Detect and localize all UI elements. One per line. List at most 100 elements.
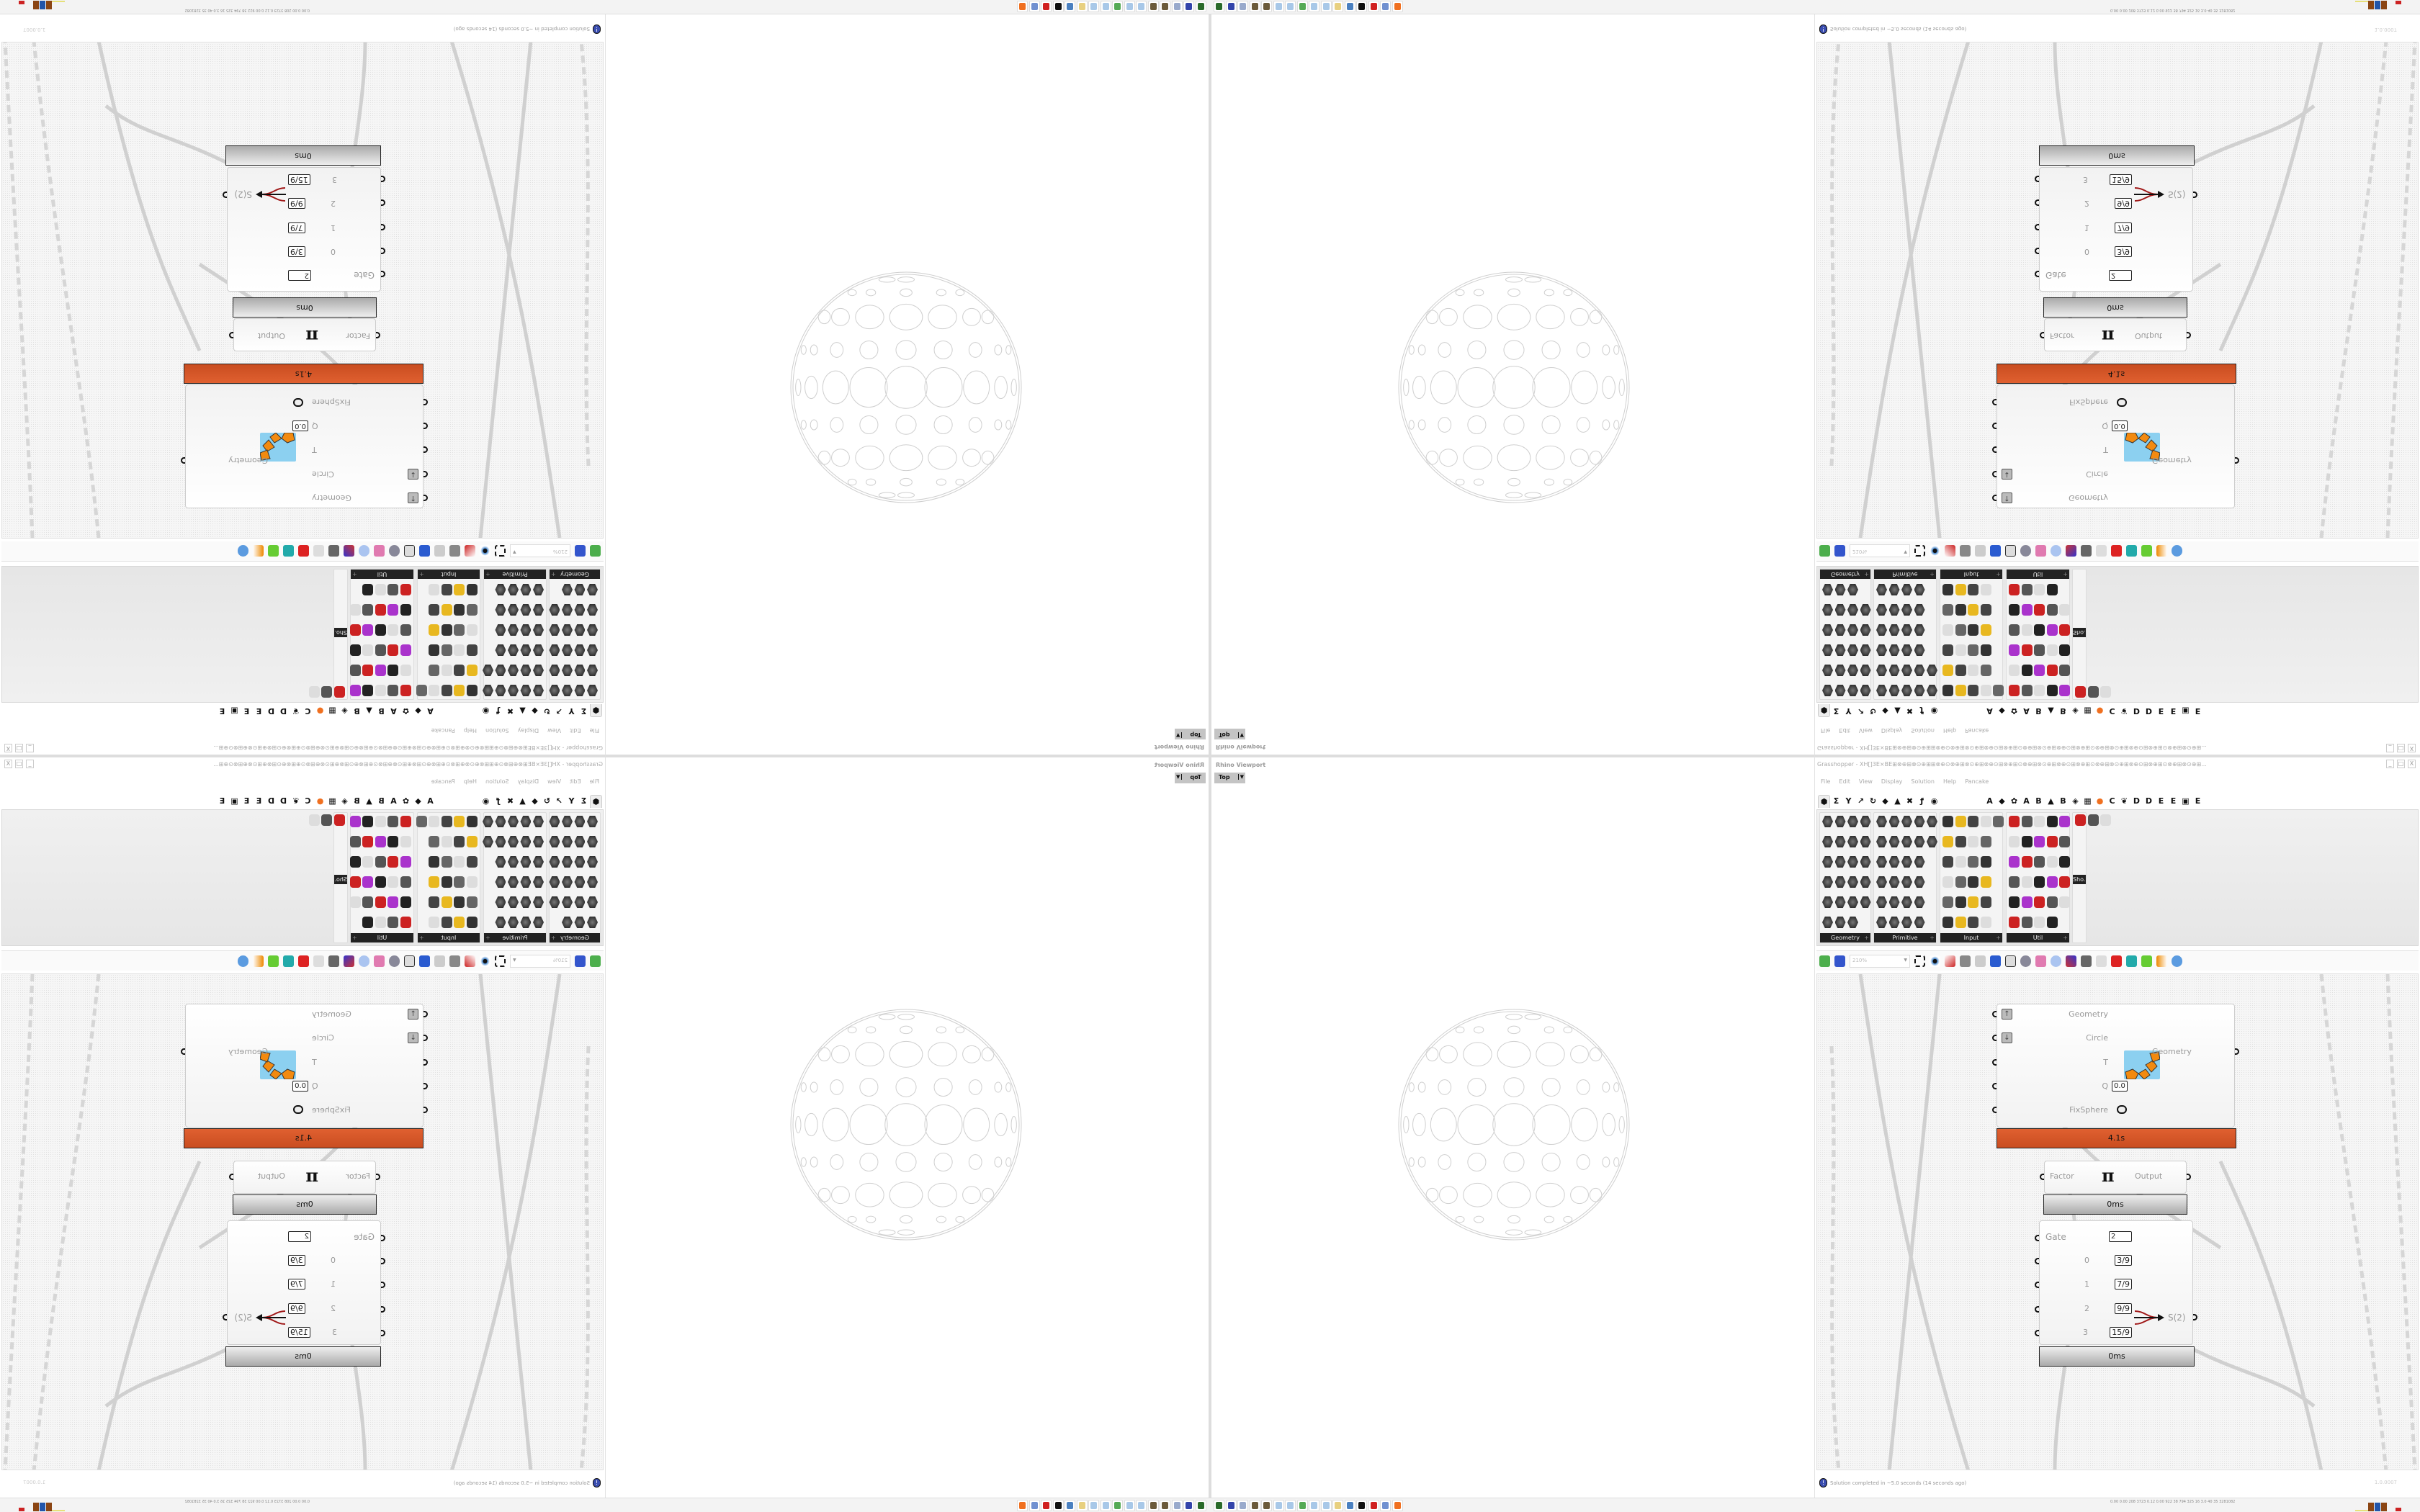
component-icon[interactable] (587, 644, 598, 656)
component-icon[interactable] (1822, 917, 1833, 928)
component-icon[interactable] (467, 896, 478, 908)
component-icon[interactable] (1980, 665, 1991, 676)
tab-icon-8[interactable]: ƒ (496, 796, 500, 806)
shaded-icon[interactable] (298, 545, 309, 557)
taskbar-gear-icon[interactable] (1148, 1, 1159, 12)
tab-13[interactable]: D (2145, 796, 2153, 806)
at-icon[interactable] (1975, 955, 1986, 967)
taskbar-gear-icon[interactable] (1160, 1, 1171, 12)
expand-icon[interactable]: + (2063, 935, 2068, 941)
sketch-icon[interactable] (1945, 545, 1955, 557)
tab-7[interactable]: ◈ (341, 796, 348, 806)
component-icon[interactable] (387, 644, 399, 656)
tab-3[interactable]: A (390, 796, 397, 806)
panel-group-label[interactable]: Geometry + (1820, 570, 1870, 579)
component-icon[interactable] (1955, 665, 1966, 676)
component-icon[interactable] (521, 816, 532, 827)
component-icon[interactable] (1876, 604, 1887, 616)
tab-icon-1[interactable]: Σ (1833, 706, 1839, 716)
component-icon[interactable] (508, 917, 519, 928)
component-icon[interactable] (467, 836, 478, 847)
tab-0[interactable]: A (1986, 706, 1993, 716)
component-icon[interactable] (1901, 856, 1912, 868)
new-file-icon[interactable] (590, 545, 601, 557)
component-icon[interactable] (375, 896, 386, 908)
component-icon[interactable] (334, 686, 345, 698)
component-icon[interactable] (2046, 665, 2058, 676)
component-icon[interactable] (2046, 836, 2058, 847)
zoom-field[interactable]: 210% ▼ (510, 954, 570, 968)
component-icon[interactable] (375, 856, 386, 868)
green-preview-icon[interactable] (2141, 545, 2152, 557)
panel-group-label[interactable]: Primitive + (1874, 933, 1936, 942)
expand-icon[interactable]: + (1864, 571, 1869, 577)
menu-help[interactable]: Help (463, 778, 478, 785)
component-icon[interactable] (400, 584, 411, 595)
component-icon[interactable] (1968, 644, 1978, 656)
component-icon[interactable] (562, 665, 573, 676)
tab-icon-5[interactable]: ◆ (1882, 706, 1888, 716)
component-icon[interactable] (587, 685, 598, 696)
panel-group-label[interactable]: Input + (1940, 570, 2002, 579)
component-icon[interactable] (1980, 644, 1991, 656)
tab-icon-4[interactable]: ↻ (1869, 796, 1877, 806)
tab-icon-2[interactable]: Y (1845, 796, 1852, 806)
panel-group-label[interactable]: Sho... (2073, 628, 2089, 637)
component-icon[interactable] (1955, 624, 1966, 636)
component-icon[interactable] (1980, 816, 1991, 827)
component-icon[interactable] (2034, 685, 2045, 696)
component-icon[interactable] (2046, 876, 2058, 888)
menu-display[interactable]: Display (517, 778, 539, 785)
minimize-button[interactable]: _ (2386, 760, 2394, 768)
tab-2[interactable]: ✿ (2010, 706, 2018, 716)
panel-group-label[interactable]: Sho... (2073, 875, 2089, 884)
sketch-icon[interactable] (465, 545, 475, 557)
rhino-viewport[interactable]: Rhino Viewport Top ▼ (605, 756, 1210, 1498)
tab-8[interactable]: ▦ (328, 796, 336, 806)
tab-10[interactable]: C (305, 706, 311, 716)
lightbulb-icon[interactable] (359, 545, 369, 557)
component-icon[interactable] (1822, 604, 1833, 616)
component-icon[interactable] (429, 917, 440, 928)
component-icon[interactable] (533, 665, 544, 676)
at-icon[interactable] (434, 545, 445, 557)
component-icon[interactable] (1914, 665, 1925, 676)
panel-group-label[interactable]: Geometry + (550, 570, 600, 579)
component-icon[interactable] (1888, 876, 1900, 888)
q-value-field[interactable]: 0.0 (292, 1080, 308, 1092)
component-icon[interactable] (467, 584, 478, 595)
component-icon[interactable] (1876, 917, 1887, 928)
component-icon[interactable] (533, 836, 544, 847)
component-icon[interactable] (467, 917, 478, 928)
rhino-viewport[interactable]: Rhino Viewport Top ▼ (1210, 14, 1815, 756)
stream-value-field[interactable]: 15/9 (288, 1326, 310, 1338)
q-value-field[interactable]: 0.0 (292, 420, 308, 432)
minimize-button[interactable]: _ (26, 760, 34, 768)
component-icon[interactable] (334, 814, 345, 826)
component-icon[interactable] (400, 876, 411, 888)
wires-icon[interactable] (2066, 545, 2076, 557)
component-icon[interactable] (1901, 917, 1912, 928)
stream-value-field[interactable]: 9/9 (288, 198, 305, 210)
component-icon[interactable] (1980, 584, 1991, 595)
factor-port[interactable] (2040, 332, 2044, 338)
arrow-up-icon[interactable]: ↑ (408, 1009, 418, 1020)
component-icon[interactable] (400, 665, 411, 676)
wireframe-icon[interactable] (2096, 955, 2107, 967)
bake-icon[interactable] (449, 545, 460, 557)
component-icon[interactable] (2009, 876, 2020, 888)
tab-icon-8[interactable]: ƒ (496, 706, 500, 716)
wireframe-icon[interactable] (2096, 545, 2107, 557)
component-icon[interactable] (550, 604, 560, 616)
taskbar-notepad-icon[interactable] (1309, 1, 1319, 12)
output-port[interactable] (229, 332, 233, 338)
component-icon[interactable] (429, 876, 440, 888)
half-sphere-icon[interactable] (2156, 955, 2167, 967)
factor-port[interactable] (2040, 1174, 2044, 1180)
component-icon[interactable] (575, 896, 586, 908)
stream-input-port[interactable] (2035, 223, 2039, 230)
expand-icon[interactable]: + (1930, 935, 1935, 941)
component-icon[interactable] (1955, 685, 1966, 696)
component-icon[interactable] (429, 644, 440, 656)
tab-icon-3[interactable]: ↗ (1857, 706, 1865, 716)
